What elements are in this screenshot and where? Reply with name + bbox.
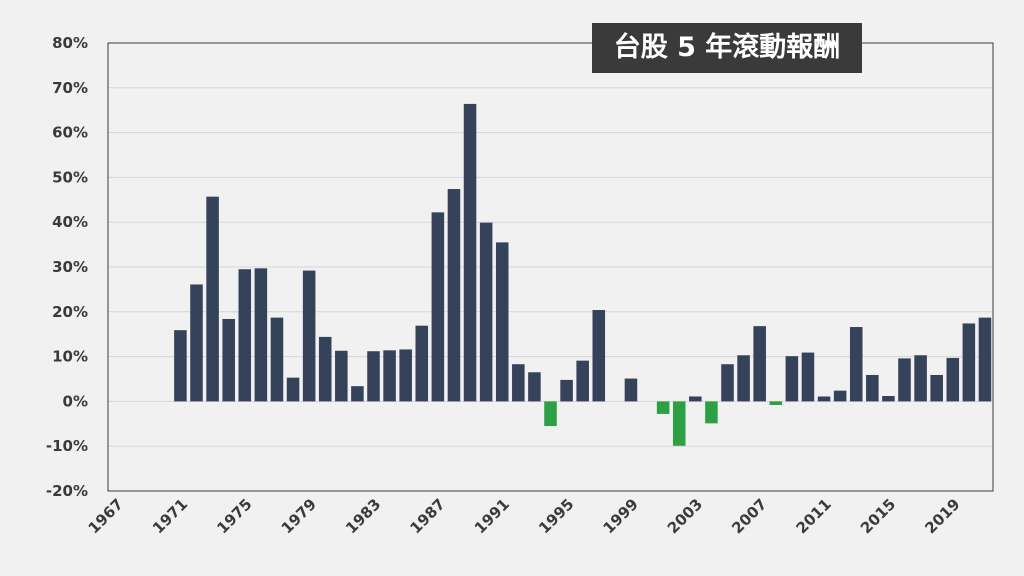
y-tick-label: 40% — [52, 213, 88, 231]
bar-1982 — [351, 386, 364, 402]
bar-2007 — [753, 326, 766, 402]
chart-title: 台股 5 年滾動報酬 — [592, 23, 862, 73]
bar-1986 — [415, 325, 429, 402]
bar-1988 — [447, 189, 461, 402]
x-tick-label: 1995 — [535, 495, 577, 537]
bar-2016 — [898, 358, 911, 402]
x-tick-label: 1991 — [471, 495, 513, 537]
bar-1975 — [238, 269, 252, 402]
x-tick-label: 1967 — [85, 495, 127, 537]
y-tick-label: 50% — [52, 168, 88, 186]
y-tick-label: 20% — [52, 303, 88, 321]
y-tick-label: 80% — [52, 34, 88, 52]
x-tick-label: 2019 — [921, 495, 963, 537]
x-tick-label: 1983 — [342, 495, 384, 537]
bar-1981 — [335, 350, 348, 402]
bar-1994 — [544, 401, 557, 427]
y-tick-label: -10% — [46, 437, 88, 455]
y-tick-label: 60% — [52, 124, 88, 142]
bar-2004 — [705, 401, 718, 424]
bar-2011 — [817, 396, 831, 402]
bar-1996 — [576, 360, 589, 402]
bar-2019 — [946, 357, 960, 402]
y-tick-label: -20% — [46, 482, 88, 500]
y-tick-label: 70% — [52, 79, 88, 97]
x-tick-label: 1999 — [600, 495, 642, 537]
bar-1989 — [463, 103, 477, 402]
bar-1987 — [431, 212, 445, 402]
bar-2009 — [785, 356, 799, 402]
bar-1977 — [270, 317, 284, 402]
plot-frame — [107, 42, 994, 492]
bar-1997 — [592, 310, 606, 402]
bar-2015 — [882, 396, 895, 402]
x-tick-label: 2007 — [728, 495, 770, 537]
bar-1980 — [318, 336, 332, 402]
bar-2012 — [833, 390, 847, 402]
bar-1990 — [479, 222, 493, 402]
y-tick-label: 0% — [63, 392, 88, 410]
x-tick-label: 1987 — [406, 495, 448, 537]
bar-2008 — [769, 401, 783, 405]
bar-1976 — [254, 268, 268, 402]
x-tick-label: 1979 — [278, 495, 320, 537]
bar-2014 — [866, 374, 879, 402]
bar-2003 — [689, 396, 702, 402]
bars — [174, 103, 992, 446]
bar-2020 — [962, 323, 976, 402]
bar-1991 — [495, 242, 509, 402]
bar-2002 — [672, 401, 686, 446]
bar-2010 — [801, 352, 815, 402]
bar-2006 — [737, 355, 750, 402]
bar-2013 — [849, 327, 863, 402]
x-tick-label: 1971 — [149, 495, 191, 537]
bar-1993 — [528, 372, 541, 402]
x-tick-label: 2011 — [793, 495, 835, 537]
bar-1979 — [302, 270, 316, 402]
bar-1995 — [560, 379, 573, 402]
y-tick-label: 30% — [52, 258, 88, 276]
y-tick-label: 10% — [52, 348, 88, 366]
bar-1974 — [222, 318, 235, 402]
bar-2021 — [978, 317, 992, 402]
bar-1983 — [367, 351, 380, 402]
bar-1984 — [383, 350, 396, 402]
x-tick-label: 1975 — [213, 495, 255, 537]
bar-2017 — [914, 355, 927, 402]
bar-2018 — [930, 374, 943, 402]
bar-1978 — [286, 377, 300, 402]
bar-1973 — [206, 196, 219, 402]
bar-2001 — [656, 401, 670, 414]
axes: -20% -10% 0% 10% 20% 30% 40% 50% 60% 70% 80% 1967 19… — [46, 34, 994, 537]
x-tick-label: 2003 — [664, 495, 706, 537]
bar-1999 — [624, 378, 638, 402]
bar-2005 — [721, 364, 734, 402]
bar-1985 — [399, 349, 412, 402]
bar-1992 — [512, 364, 525, 402]
x-tick-label: 2015 — [857, 495, 899, 537]
bar-1971 — [174, 330, 187, 402]
bar-1972 — [190, 284, 203, 402]
